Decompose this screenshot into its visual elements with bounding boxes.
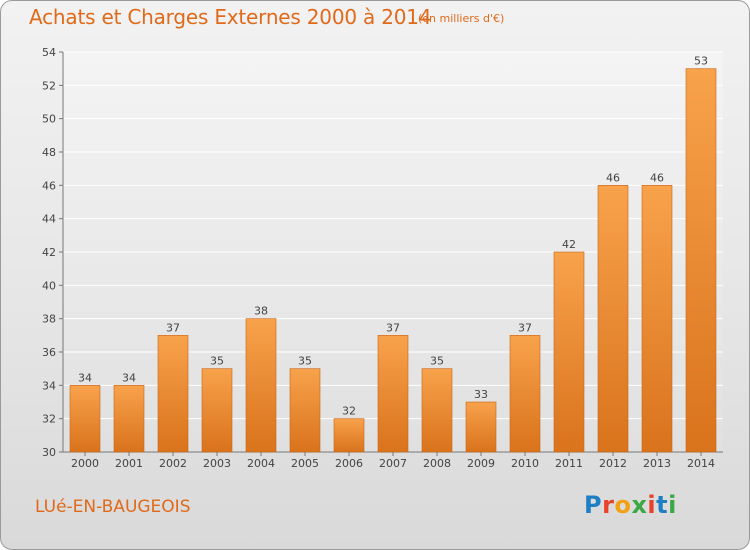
y-tick-label: 50 [42, 113, 56, 126]
bar [289, 368, 321, 453]
y-tick-label: 54 [42, 46, 56, 59]
bar-value-label: 53 [694, 55, 708, 68]
bar [465, 401, 497, 453]
x-tick-label: 2000 [71, 457, 99, 470]
y-tick-label: 34 [42, 379, 56, 392]
chart-subtitle: (en milliers d'€) [418, 12, 505, 25]
bar-value-label: 34 [78, 371, 92, 384]
bar-value-label: 34 [122, 371, 136, 384]
x-tick-label: 2001 [115, 457, 143, 470]
y-tick-label: 48 [42, 146, 56, 159]
x-tick-label: 2010 [511, 457, 539, 470]
x-tick-label: 2007 [379, 457, 407, 470]
y-tick-label: 44 [42, 213, 56, 226]
y-tick-label: 46 [42, 179, 56, 192]
bar [113, 385, 145, 453]
bar [553, 251, 585, 453]
bar [69, 385, 101, 453]
bar [377, 335, 409, 453]
bar-value-label: 37 [386, 321, 400, 334]
logo-letter: t [656, 491, 669, 519]
bar-value-label: 35 [430, 355, 444, 368]
bar [685, 68, 717, 453]
x-tick-label: 2005 [291, 457, 319, 470]
y-tick-label: 38 [42, 313, 56, 326]
bar [201, 368, 233, 453]
commune-name: LUé-EN-BAUGEOIS [35, 497, 191, 517]
y-tick-label: 52 [42, 79, 56, 92]
x-tick-label: 2002 [159, 457, 187, 470]
x-tick-label: 2012 [599, 457, 627, 470]
x-tick-label: 2008 [423, 457, 451, 470]
x-tick-label: 2013 [643, 457, 671, 470]
y-tick-label: 36 [42, 346, 56, 359]
bar-value-label: 46 [650, 171, 664, 184]
x-tick-label: 2009 [467, 457, 495, 470]
bar-value-label: 42 [562, 238, 576, 251]
bar [641, 185, 673, 453]
logo-letter: i [647, 491, 657, 519]
y-tick-label: 32 [42, 413, 56, 426]
bar-value-label: 35 [298, 355, 312, 368]
bar [421, 368, 453, 453]
bar [157, 335, 189, 453]
bar-value-label: 32 [342, 405, 356, 418]
proxiti-logo[interactable]: Proxiti [584, 491, 677, 519]
bar-value-label: 35 [210, 355, 224, 368]
y-tick-label: 42 [42, 246, 56, 259]
x-tick-label: 2011 [555, 457, 583, 470]
x-tick-label: 2014 [687, 457, 715, 470]
bar-value-label: 38 [254, 305, 268, 318]
logo-letter: i [668, 491, 677, 519]
logo-letter: x [631, 491, 648, 519]
y-tick-label: 40 [42, 279, 56, 292]
x-tick-label: 2006 [335, 457, 363, 470]
bar [509, 335, 541, 453]
bar-value-label: 37 [518, 321, 532, 334]
bar-value-label: 37 [166, 321, 180, 334]
y-tick-label: 30 [42, 446, 56, 459]
x-tick-label: 2004 [247, 457, 275, 470]
bar [245, 318, 277, 453]
bar-value-label: 33 [474, 388, 488, 401]
logo-letter: o [614, 491, 632, 519]
bar [333, 418, 365, 453]
bar-value-label: 46 [606, 171, 620, 184]
logo-letter: r [602, 491, 615, 519]
logo-letter: P [584, 491, 603, 519]
x-tick-label: 2003 [203, 457, 231, 470]
chart-title: Achats et Charges Externes 2000 à 2014 [29, 5, 432, 29]
bar [597, 185, 629, 453]
